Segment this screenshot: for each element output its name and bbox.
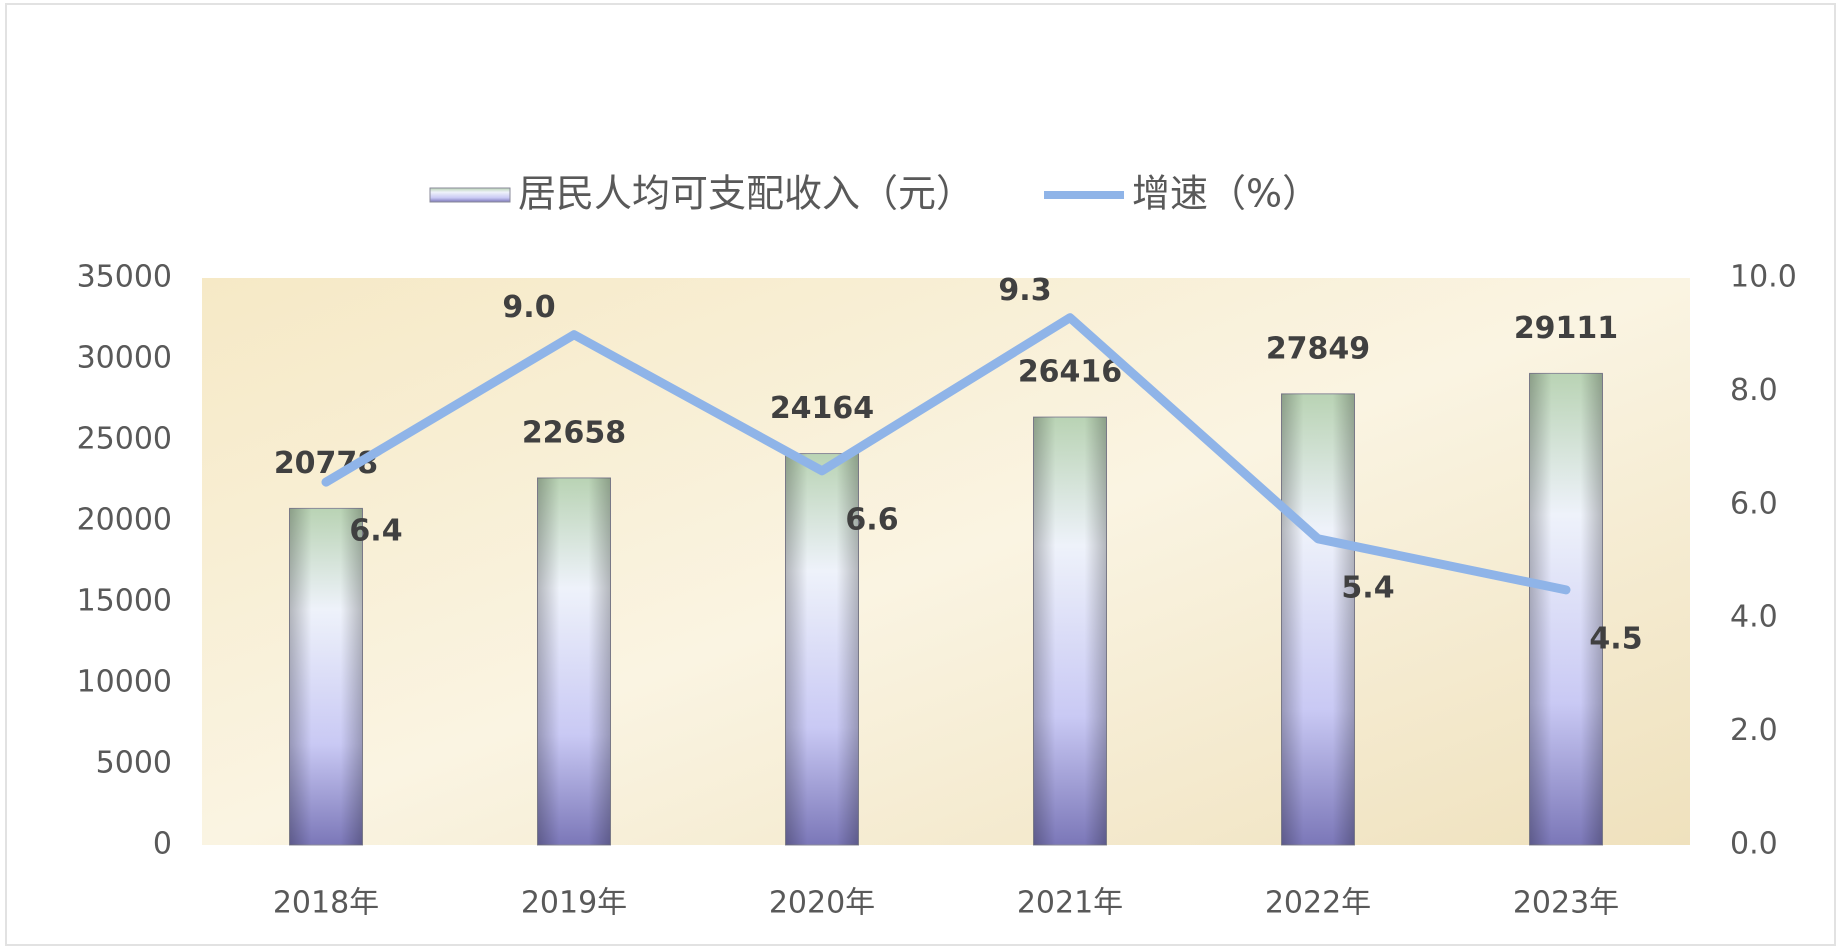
- y-tick-label: 20000: [77, 503, 172, 538]
- y-tick-label: 10000: [77, 665, 172, 700]
- y2-tick-label: 0.0: [1730, 827, 1778, 862]
- line-value-label: 4.5: [1589, 621, 1642, 656]
- bar-shade: [1281, 393, 1355, 845]
- line-value-label: 6.6: [845, 502, 898, 537]
- bar-shade: [537, 477, 611, 845]
- bar-shade: [289, 508, 363, 845]
- bar-value-label: 22658: [522, 415, 626, 450]
- bar-shade: [1529, 373, 1603, 845]
- line-value-label: 9.3: [998, 273, 1051, 308]
- x-tick-label: 2021年: [1017, 886, 1123, 921]
- y-tick-label: 0: [153, 827, 172, 862]
- x-tick-label: 2020年: [769, 886, 875, 921]
- y2-tick-label: 2.0: [1730, 713, 1778, 748]
- x-tick-label: 2019年: [521, 886, 627, 921]
- x-tick-label: 2023年: [1513, 886, 1619, 921]
- bar-shade: [1033, 417, 1107, 845]
- y-tick-label: 15000: [77, 584, 172, 619]
- y2-tick-label: 4.0: [1730, 600, 1778, 635]
- line-value-label: 5.4: [1341, 570, 1394, 605]
- line-value-label: 9.0: [502, 290, 555, 325]
- bar-value-label: 26416: [1018, 355, 1122, 390]
- bar-shade: [785, 453, 859, 845]
- legend-label: 居民人均可支配收入（元）: [518, 172, 974, 216]
- y2-tick-label: 6.0: [1730, 486, 1778, 521]
- line-value-label: 6.4: [349, 514, 402, 549]
- legend-label: 增速（%）: [1132, 172, 1320, 216]
- bar-value-label: 24164: [770, 391, 874, 426]
- y2-tick-label: 8.0: [1730, 373, 1778, 408]
- y-tick-label: 25000: [77, 422, 172, 457]
- legend-swatch: [429, 187, 511, 203]
- y-tick-label: 35000: [77, 260, 172, 295]
- x-tick-label: 2022年: [1265, 886, 1371, 921]
- y-tick-label: 5000: [96, 746, 172, 781]
- line: [321, 313, 1571, 595]
- bar-value-label: 29111: [1514, 311, 1618, 346]
- bar-value-label: 27849: [1266, 331, 1370, 366]
- plot-area: [202, 278, 1690, 845]
- y-tick-label: 30000: [77, 341, 172, 376]
- y2-tick-label: 10.0: [1730, 260, 1797, 295]
- x-tick-label: 2018年: [273, 886, 379, 921]
